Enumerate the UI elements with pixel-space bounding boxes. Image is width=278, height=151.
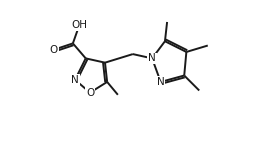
Text: OH: OH — [71, 20, 87, 30]
Text: N: N — [157, 77, 165, 87]
Text: O: O — [86, 88, 94, 98]
Text: O: O — [49, 45, 58, 55]
Text: N: N — [148, 53, 156, 63]
Text: N: N — [71, 75, 79, 85]
